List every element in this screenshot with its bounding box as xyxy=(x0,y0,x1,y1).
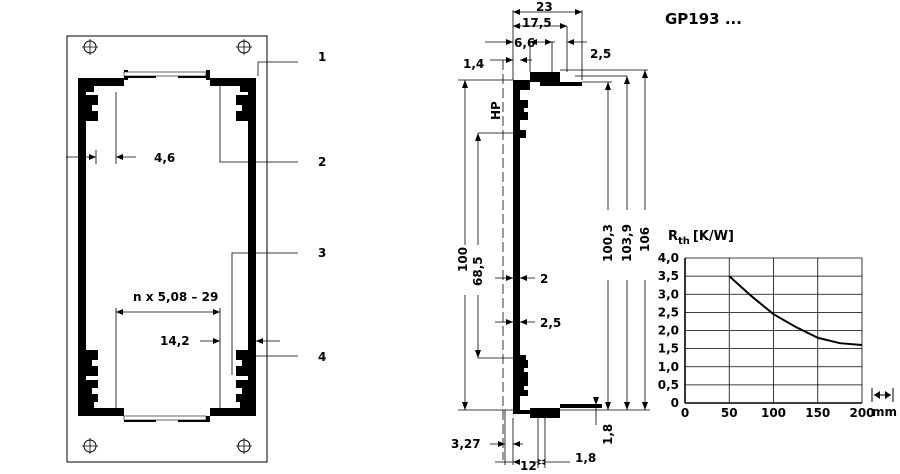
dim-2-5: 2,5 xyxy=(590,47,611,61)
dim-12: 12 xyxy=(520,459,537,473)
dim-6-6: 6,6 xyxy=(514,36,535,50)
hp-label: HP xyxy=(489,101,503,120)
y-tick-label: 3,5 xyxy=(658,269,679,283)
dim-100-3: 100,3 xyxy=(601,224,615,262)
dim-100: 100 xyxy=(456,247,470,272)
dim-pitch: n x 5,08 – 29 xyxy=(133,290,218,304)
y-tick-label: 3,0 xyxy=(658,287,679,301)
dim-14-2: 14,2 xyxy=(160,334,190,348)
thermal-resistance-chart: Rth [K/W] mm 0 50 100 150 20000,51,01,52,02,5… xyxy=(658,229,897,420)
x-tick-label: 0 xyxy=(681,406,689,420)
x-tick-label: 100 xyxy=(761,406,786,420)
y-tick-label: 4,0 xyxy=(658,251,679,265)
y-tick-label: 1,5 xyxy=(658,342,679,356)
x-axis-unit: mm xyxy=(872,405,897,419)
front-slot xyxy=(123,71,207,77)
callout-1: 1 xyxy=(318,50,326,64)
y-tick-label: 0,5 xyxy=(658,378,679,392)
series-line xyxy=(728,275,863,346)
front-slot xyxy=(123,415,207,421)
dim-2: 2 xyxy=(540,272,548,286)
front-view: 1 2 3 4 4,6 n x 5,08 – 29 14,2 xyxy=(66,35,326,463)
dim-4-6: 4,6 xyxy=(154,151,175,165)
y-tick-label: 2,0 xyxy=(658,324,679,338)
x-tick-label: 150 xyxy=(805,406,830,420)
front-panel-outline xyxy=(66,35,268,463)
dim-17-5: 17,5 xyxy=(522,16,552,30)
y-tick-label: 0 xyxy=(671,396,679,410)
x-tick-label: 200 xyxy=(849,406,874,420)
dim-1-4: 1,4 xyxy=(463,57,484,71)
dim-1-8-bottom: 1,8 xyxy=(575,451,596,465)
x-tick-label: 50 xyxy=(721,406,738,420)
dim-1-8-right: 1,8 xyxy=(601,424,615,445)
callout-2: 2 xyxy=(318,155,326,169)
dim-103-9: 103,9 xyxy=(620,224,634,262)
dim-3-27: 3,27 xyxy=(451,437,481,451)
y-tick-label: 1,0 xyxy=(658,360,679,374)
dim-23: 23 xyxy=(536,0,553,14)
callout-4: 4 xyxy=(318,350,326,364)
dim-2-5: 2,5 xyxy=(540,316,561,330)
length-arrow-icon xyxy=(871,388,894,402)
y-tick-label: 2,5 xyxy=(658,305,679,319)
side-view: HP 23 17,5 6,6 2,5 1,4 100 68,5 100,3 10… xyxy=(451,0,654,473)
product-title: GP193 ... xyxy=(665,10,742,28)
frame-profile xyxy=(78,70,256,422)
side-profile xyxy=(513,72,602,418)
mounting-hole-icon xyxy=(82,39,252,454)
y-axis-label: Rth [K/W] xyxy=(668,229,734,247)
dim-68-5: 68,5 xyxy=(471,256,485,286)
dim-106: 106 xyxy=(638,227,652,252)
callout-3: 3 xyxy=(318,246,326,260)
